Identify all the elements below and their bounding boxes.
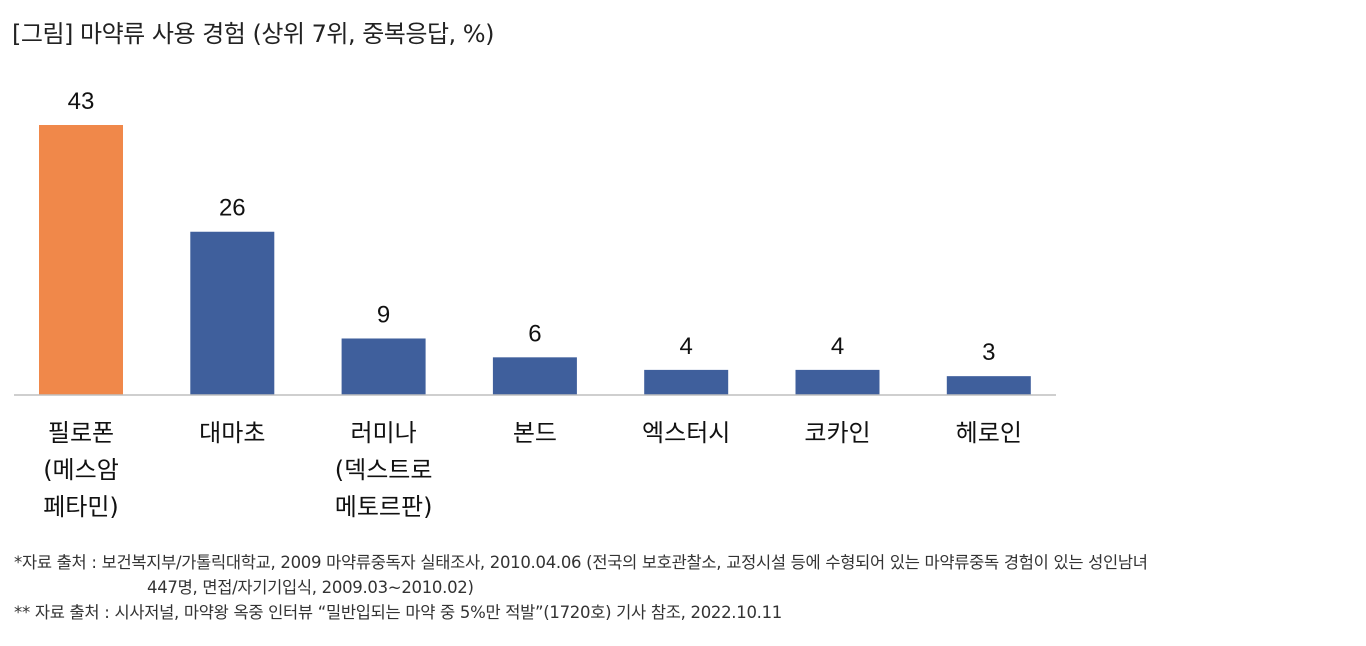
bar-3 bbox=[492, 357, 577, 395]
bar-2 bbox=[341, 338, 426, 395]
bar-1 bbox=[190, 231, 275, 395]
value-label-3: 6 bbox=[528, 320, 541, 347]
chart-title: [그림] 마약류 사용 경험 (상위 7위, 중복응답, %) bbox=[12, 20, 494, 48]
source-note-1-continued: 447명, 면접/자기기입식, 2009.03~2010.02) bbox=[147, 578, 474, 597]
bar-6 bbox=[946, 376, 1031, 395]
category-label-0-1: (메스암 bbox=[43, 456, 119, 484]
value-label-4: 4 bbox=[680, 333, 693, 360]
category-label-2-0: 러미나 bbox=[350, 419, 416, 447]
category-label-5-0: 코카인 bbox=[804, 419, 870, 447]
value-label-0: 43 bbox=[68, 88, 95, 115]
source-note-2: ** 자료 출처 : 시사저널, 마약왕 옥중 인터뷰 “밀반입되는 마약 중 … bbox=[14, 603, 782, 622]
value-label-1: 26 bbox=[219, 195, 246, 222]
bar-chart: 43필로폰(메스암페타민)26대마초9러미나(덱스트로메토르판)6본드4엑스터시… bbox=[14, 88, 1056, 521]
category-label-0-2: 페타민) bbox=[43, 493, 119, 521]
category-label-1-0: 대마초 bbox=[199, 419, 265, 447]
value-label-5: 4 bbox=[831, 333, 844, 360]
category-label-3-0: 본드 bbox=[513, 419, 557, 447]
value-label-2: 9 bbox=[377, 301, 390, 328]
category-label-2-2: 메토르판) bbox=[335, 493, 433, 521]
bar-4 bbox=[644, 369, 729, 395]
category-label-2-1: (덱스트로 bbox=[335, 456, 433, 484]
bar-5 bbox=[795, 369, 880, 395]
source-notes: *자료 출처 : 보건복지부/가톨릭대학교, 2009 마약류중독자 실태조사,… bbox=[14, 550, 1148, 625]
bar-0 bbox=[39, 125, 123, 395]
value-label-6: 3 bbox=[982, 339, 995, 366]
category-label-6-0: 헤로인 bbox=[956, 419, 1022, 447]
category-label-0-0: 필로폰 bbox=[48, 419, 114, 447]
category-label-4-0: 엑스터시 bbox=[642, 419, 730, 447]
source-note-1: *자료 출처 : 보건복지부/가톨릭대학교, 2009 마약류중독자 실태조사,… bbox=[14, 553, 1148, 572]
